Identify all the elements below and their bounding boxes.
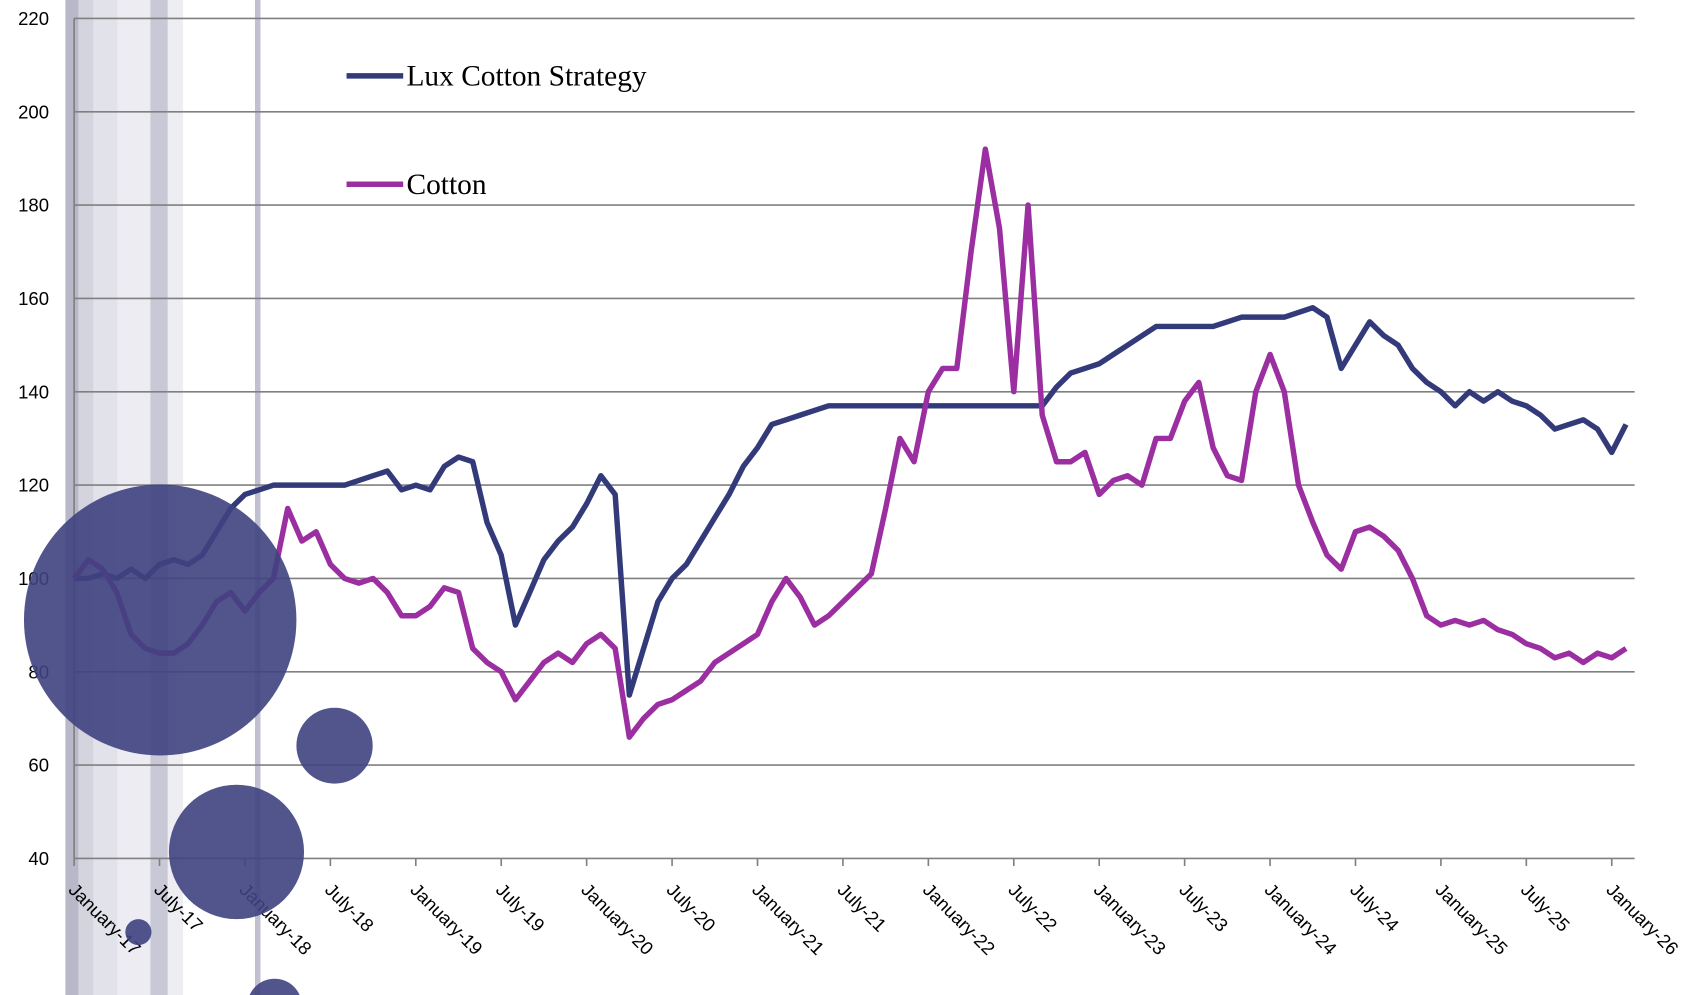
plot bbox=[71, 146, 1629, 740]
x-tick-label: July-25 bbox=[1517, 879, 1574, 936]
x-tick-label: July-23 bbox=[1175, 879, 1232, 936]
y-tick-label: 140 bbox=[18, 381, 49, 402]
x-tick-label: July-21 bbox=[834, 879, 891, 936]
legend-label: Cotton bbox=[406, 169, 486, 201]
x-tick-label: July-20 bbox=[663, 879, 720, 936]
x-tick-label: January-19 bbox=[406, 879, 486, 959]
x-tick-label: July-18 bbox=[321, 879, 378, 936]
y-tick-label: 220 bbox=[18, 8, 49, 29]
x-tick-label: July-24 bbox=[1346, 879, 1403, 936]
circles bbox=[23, 484, 373, 995]
x-tick-label: January-23 bbox=[1090, 879, 1170, 959]
legend: Lux Cotton Strategy Cotton bbox=[346, 61, 647, 201]
y-tick-label: 180 bbox=[18, 195, 49, 216]
y-tick-label: 60 bbox=[28, 755, 49, 776]
x-tick-label: July-22 bbox=[1004, 879, 1061, 936]
y-tick-label: 40 bbox=[28, 848, 49, 869]
legend-label: Lux Cotton Strategy bbox=[406, 61, 646, 93]
y-tick-label: 120 bbox=[18, 475, 49, 496]
x-tick-label: January-20 bbox=[577, 879, 657, 959]
y-tick-label: 200 bbox=[18, 101, 49, 122]
x-tick-label: January-21 bbox=[748, 879, 828, 959]
x-tick-label: July-19 bbox=[492, 879, 549, 936]
x-tick-label: January-25 bbox=[1432, 879, 1512, 959]
series-line bbox=[74, 305, 1629, 698]
y-tick-label: 160 bbox=[18, 288, 49, 309]
series-line bbox=[71, 146, 1628, 740]
x-tick-label: January-26 bbox=[1602, 879, 1682, 959]
x-tick-label: January-22 bbox=[919, 879, 999, 959]
x-tick-label: January-24 bbox=[1261, 879, 1341, 959]
